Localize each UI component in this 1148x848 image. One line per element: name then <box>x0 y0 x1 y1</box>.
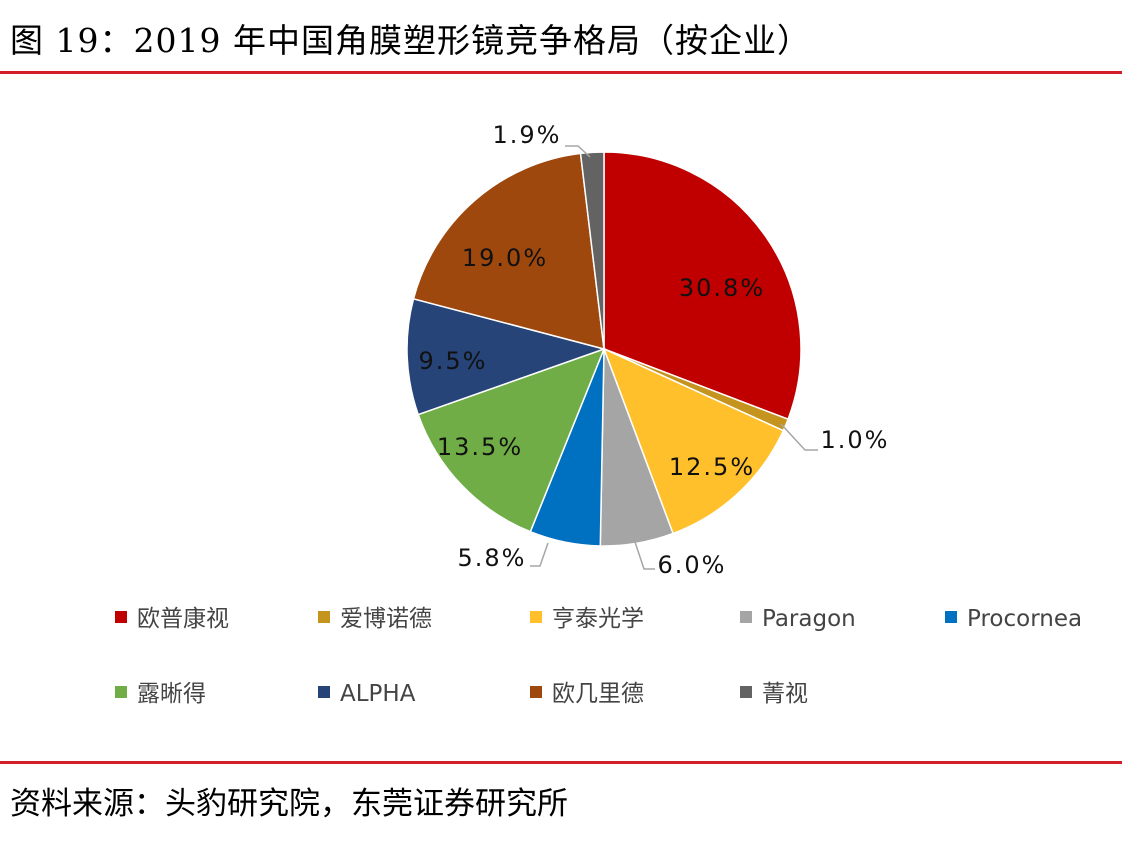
source-note: 资料来源：头豹研究院，东莞证券研究所 <box>10 786 568 822</box>
legend-label-7: 欧几里德 <box>552 681 644 707</box>
source-divider <box>0 761 1122 764</box>
data-label-7: 19.0% <box>462 244 548 272</box>
legend-swatch-6 <box>318 686 330 698</box>
legend-swatch-5 <box>115 686 127 698</box>
pie-slice-8 <box>579 151 605 350</box>
legend-swatch-2 <box>530 611 542 623</box>
data-label-6: 9.5% <box>419 347 488 375</box>
leader-line-4 <box>530 542 549 567</box>
data-label-0: 30.8% <box>679 274 765 302</box>
leader-line-8 <box>565 145 591 158</box>
legend-swatch-1 <box>318 611 330 623</box>
legend-swatch-7 <box>530 686 542 698</box>
legend-swatch-3 <box>740 611 752 623</box>
legend-swatch-8 <box>740 686 752 698</box>
data-label-8: 1.9% <box>493 121 562 149</box>
legend-label-4: Procornea <box>967 606 1082 632</box>
pie-slice-7 <box>412 152 605 351</box>
legend-swatch-0 <box>115 611 127 623</box>
pie-slice-0 <box>603 151 802 421</box>
leader-line-3 <box>634 541 655 570</box>
legend-label-0: 欧普康视 <box>137 606 229 632</box>
data-label-5: 13.5% <box>437 433 523 461</box>
pie-slice-6 <box>406 297 607 416</box>
data-label-3: 6.0% <box>658 551 727 579</box>
legend-label-1: 爱博诺德 <box>340 606 432 632</box>
legend-label-6: ALPHA <box>340 681 416 707</box>
legend-label-3: Paragon <box>762 606 856 632</box>
data-label-2: 12.5% <box>669 453 755 481</box>
data-label-1: 1.0% <box>821 426 890 454</box>
leader-line-1 <box>780 423 818 451</box>
title-divider <box>0 71 1122 74</box>
legend-label-2: 亨泰光学 <box>552 606 644 632</box>
pie-slice-5 <box>417 347 606 533</box>
figure-title: 图 19：2019 年中国角膜塑形镜竞争格局（按企业） <box>10 21 811 60</box>
pie-slice-2 <box>602 347 785 535</box>
legend-label-8: 菁视 <box>762 681 808 707</box>
data-label-4: 5.8% <box>458 544 527 572</box>
legend-label-5: 露晰得 <box>137 681 206 707</box>
legend-swatch-4 <box>945 611 957 623</box>
